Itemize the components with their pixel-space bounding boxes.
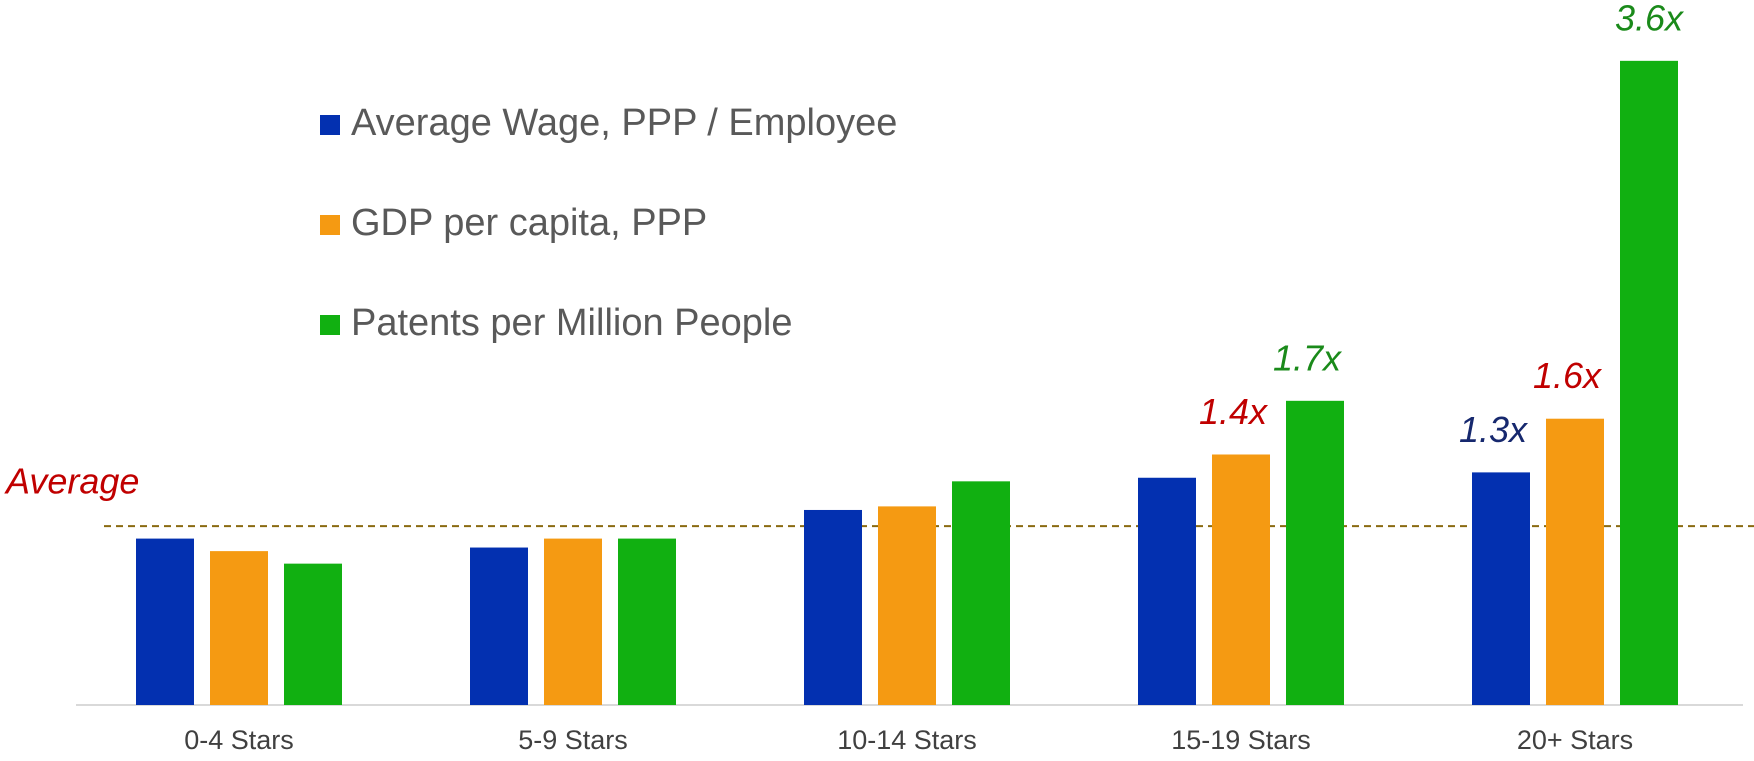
x-tick-label: 5-9 Stars bbox=[518, 725, 628, 755]
bar bbox=[1212, 454, 1270, 705]
bar bbox=[1620, 60, 1678, 705]
bar bbox=[878, 506, 936, 705]
bar bbox=[1138, 477, 1196, 705]
value-label: 1.3x bbox=[1459, 409, 1529, 450]
bar bbox=[618, 538, 676, 705]
bar bbox=[210, 551, 268, 705]
x-tick-label: 10-14 Stars bbox=[837, 725, 977, 755]
bar bbox=[952, 481, 1010, 705]
legend-swatch bbox=[320, 115, 340, 135]
bar bbox=[136, 538, 194, 705]
bar bbox=[544, 538, 602, 705]
bar bbox=[470, 547, 528, 705]
value-label: 1.4x bbox=[1199, 391, 1269, 432]
average-label: Average bbox=[4, 461, 139, 502]
x-tick-label: 20+ Stars bbox=[1517, 725, 1633, 755]
bar bbox=[1472, 472, 1530, 705]
legend-swatch bbox=[320, 315, 340, 335]
x-tick-label: 15-19 Stars bbox=[1171, 725, 1311, 755]
legend-label: GDP per capita, PPP bbox=[351, 202, 707, 244]
bar bbox=[1546, 418, 1604, 705]
value-label: 3.6x bbox=[1615, 0, 1685, 38]
bar bbox=[1286, 400, 1344, 705]
value-label: 1.6x bbox=[1533, 355, 1603, 396]
legend-label: Patents per Million People bbox=[351, 302, 792, 344]
bar bbox=[284, 563, 342, 705]
legend-swatch bbox=[320, 215, 340, 235]
x-tick-label: 0-4 Stars bbox=[184, 725, 294, 755]
legend-label: Average Wage, PPP / Employee bbox=[351, 102, 897, 144]
bar bbox=[804, 509, 862, 705]
value-label: 1.7x bbox=[1273, 337, 1343, 378]
